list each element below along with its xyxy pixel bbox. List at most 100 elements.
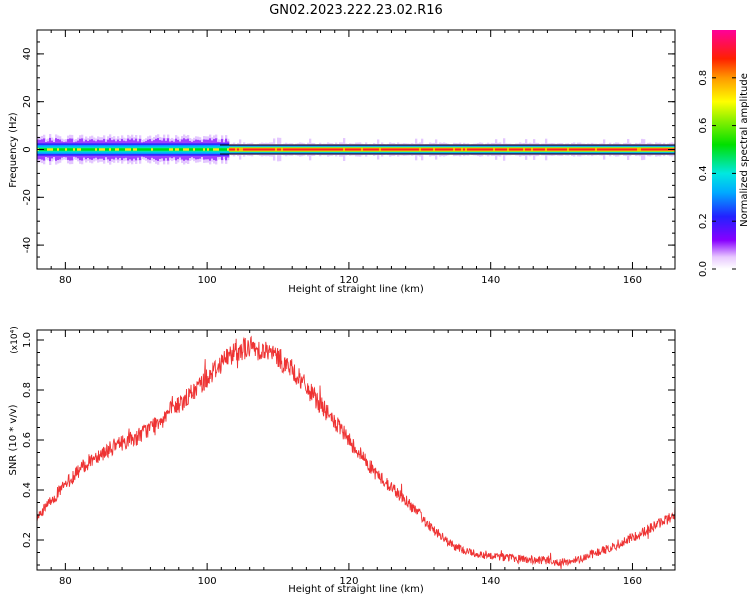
heatmap-cell: [461, 148, 464, 151]
heatmap-cell: [211, 148, 214, 151]
heatmap-cell: [653, 148, 656, 151]
heatmap-cell: [51, 148, 54, 151]
heatmap-cell: [515, 148, 518, 151]
heatmap-cell: [559, 148, 562, 151]
heatmap-cell: [83, 148, 86, 151]
heatmap-cell: [179, 148, 182, 151]
heatmap-cell: [399, 148, 402, 151]
heatmap-cell: [49, 148, 52, 151]
heatmap-cell: [57, 148, 60, 151]
heatmap-cell: [385, 148, 388, 151]
heatmap-cell: [391, 148, 394, 151]
heatmap-cell: [229, 148, 232, 151]
heatmap-cell: [255, 148, 258, 151]
heatmap-cell: [261, 148, 264, 151]
heatmap-cell: [77, 148, 80, 151]
heatmap-cell: [239, 148, 242, 151]
heatmap-cell: [481, 148, 484, 151]
heatmap-cell: [593, 148, 596, 151]
heatmap-cell: [445, 148, 448, 151]
x-tick-label: 140: [481, 275, 500, 286]
y-tick-label: 0.6: [22, 432, 33, 448]
heatmap-cell: [257, 148, 260, 151]
heatmap-cell: [327, 148, 330, 151]
heatmap-cell: [635, 148, 638, 151]
heatmap-cell: [403, 148, 406, 151]
heatmap-cell: [145, 148, 148, 151]
heatmap-cell: [663, 148, 666, 151]
heatmap-cell: [615, 148, 618, 151]
heatmap-cell: [175, 148, 178, 151]
heatmap-cell: [285, 148, 288, 151]
heatmap-cell: [273, 148, 276, 151]
heatmap-cell: [97, 148, 100, 151]
heatmap-cell: [631, 148, 634, 151]
heatmap-cell: [155, 148, 158, 151]
heatmap-cell: [565, 148, 568, 151]
heatmap-cell: [495, 148, 498, 151]
spectrogram-xlabel: Height of straight line (km): [288, 284, 424, 295]
heatmap-cell: [489, 148, 492, 151]
heatmap-cell: [281, 148, 284, 151]
heatmap-cell: [105, 148, 108, 151]
x-tick-label: 140: [481, 576, 500, 587]
heatmap-cell: [299, 148, 302, 151]
heatmap-cell: [181, 148, 184, 151]
heatmap-cell: [427, 148, 430, 151]
snr-multiplier: (x10⁴): [10, 326, 20, 353]
heatmap-cell: [69, 148, 72, 151]
heatmap-cell: [447, 148, 450, 151]
heatmap-cell: [643, 148, 646, 151]
heatmap-cell: [315, 148, 318, 151]
heatmap-cell: [601, 148, 604, 151]
heatmap-cell: [293, 148, 296, 151]
heatmap-cell: [591, 148, 594, 151]
heatmap-cell: [289, 148, 292, 151]
spectrogram-ticks: 80 100 120 140 160 -40 -20 0 20 40: [22, 29, 676, 286]
heatmap-cell: [147, 148, 150, 151]
heatmap-cell: [605, 148, 608, 151]
heatmap-cell: [271, 148, 274, 151]
heatmap-cell: [193, 148, 196, 151]
colorbar-tick-label: 0.6: [698, 118, 709, 134]
x-tick-label: 160: [623, 275, 642, 286]
heatmap-cell: [577, 148, 580, 151]
heatmap-cell: [557, 148, 560, 151]
heatmap-cell: [43, 148, 46, 151]
heatmap-cell: [503, 148, 506, 151]
heatmap-cell: [335, 148, 338, 151]
heatmap-cell: [589, 148, 592, 151]
heatmap-cell: [661, 148, 664, 151]
heatmap-cell: [411, 148, 414, 151]
heatmap-cell: [311, 148, 314, 151]
y-tick-label: 0: [22, 146, 33, 152]
heatmap-cell: [421, 148, 424, 151]
heatmap-cell: [405, 148, 408, 151]
heatmap-cell: [545, 148, 548, 151]
heatmap-cell: [131, 148, 134, 151]
heatmap-cell: [409, 148, 412, 151]
heatmap-cell: [149, 148, 152, 151]
heatmap-cell: [483, 148, 486, 151]
heatmap-cell: [625, 148, 628, 151]
heatmap-cell: [619, 148, 622, 151]
colorbar-tick-label: 0.0: [698, 261, 709, 277]
heatmap-cell: [247, 148, 250, 151]
heatmap-cell: [347, 148, 350, 151]
heatmap-cell: [487, 148, 490, 151]
heatmap-cell: [203, 148, 206, 151]
heatmap-cell: [225, 148, 228, 151]
heatmap-cell: [127, 148, 130, 151]
heatmap-cell: [249, 148, 252, 151]
colorbar-label: Normalized spectral amplitude: [739, 73, 750, 227]
heatmap-cell: [555, 148, 558, 151]
spectrogram-panel: 80 100 120 140 160 -40 -20 0 20 40 Height of stra…: [8, 29, 676, 295]
heatmap-cell: [581, 148, 584, 151]
snr-ylabel: SNR (10 * v/v): [8, 404, 19, 475]
heatmap-cell: [329, 148, 332, 151]
heatmap-cell: [219, 148, 222, 151]
x-tick-label: 160: [623, 576, 642, 587]
heatmap-cell: [101, 148, 104, 151]
heatmap-cell: [415, 148, 418, 151]
heatmap-cell: [417, 148, 420, 151]
